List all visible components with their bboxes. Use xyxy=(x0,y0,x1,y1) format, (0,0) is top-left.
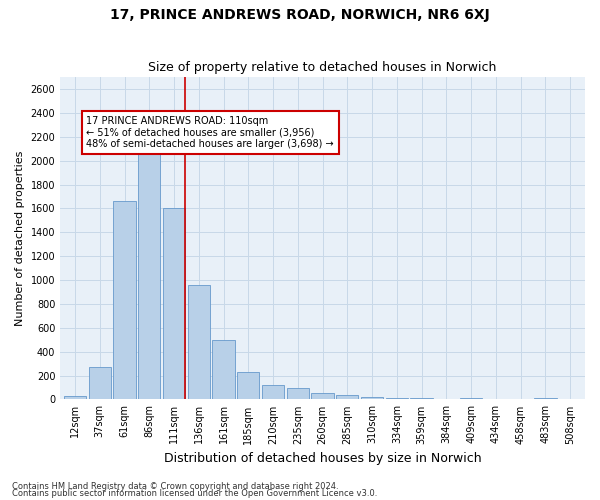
Y-axis label: Number of detached properties: Number of detached properties xyxy=(15,150,25,326)
Bar xyxy=(410,398,433,400)
Bar xyxy=(212,340,235,400)
Bar xyxy=(534,398,557,400)
Bar xyxy=(435,399,458,400)
Text: 17 PRINCE ANDREWS ROAD: 110sqm
← 51% of detached houses are smaller (3,956)
48% : 17 PRINCE ANDREWS ROAD: 110sqm ← 51% of … xyxy=(86,116,334,149)
Bar xyxy=(188,285,210,400)
Text: Contains HM Land Registry data © Crown copyright and database right 2024.: Contains HM Land Registry data © Crown c… xyxy=(12,482,338,491)
Bar xyxy=(311,393,334,400)
Bar xyxy=(64,396,86,400)
Text: 17, PRINCE ANDREWS ROAD, NORWICH, NR6 6XJ: 17, PRINCE ANDREWS ROAD, NORWICH, NR6 6X… xyxy=(110,8,490,22)
Bar xyxy=(237,372,259,400)
Bar xyxy=(89,367,111,400)
X-axis label: Distribution of detached houses by size in Norwich: Distribution of detached houses by size … xyxy=(164,452,481,465)
Bar xyxy=(287,388,309,400)
Bar xyxy=(460,398,482,400)
Bar xyxy=(361,397,383,400)
Bar xyxy=(138,142,160,400)
Bar xyxy=(113,201,136,400)
Title: Size of property relative to detached houses in Norwich: Size of property relative to detached ho… xyxy=(148,62,497,74)
Bar xyxy=(386,398,408,400)
Bar xyxy=(336,396,358,400)
Bar xyxy=(262,385,284,400)
Text: Contains public sector information licensed under the Open Government Licence v3: Contains public sector information licen… xyxy=(12,489,377,498)
Bar xyxy=(163,208,185,400)
Bar xyxy=(509,399,532,400)
